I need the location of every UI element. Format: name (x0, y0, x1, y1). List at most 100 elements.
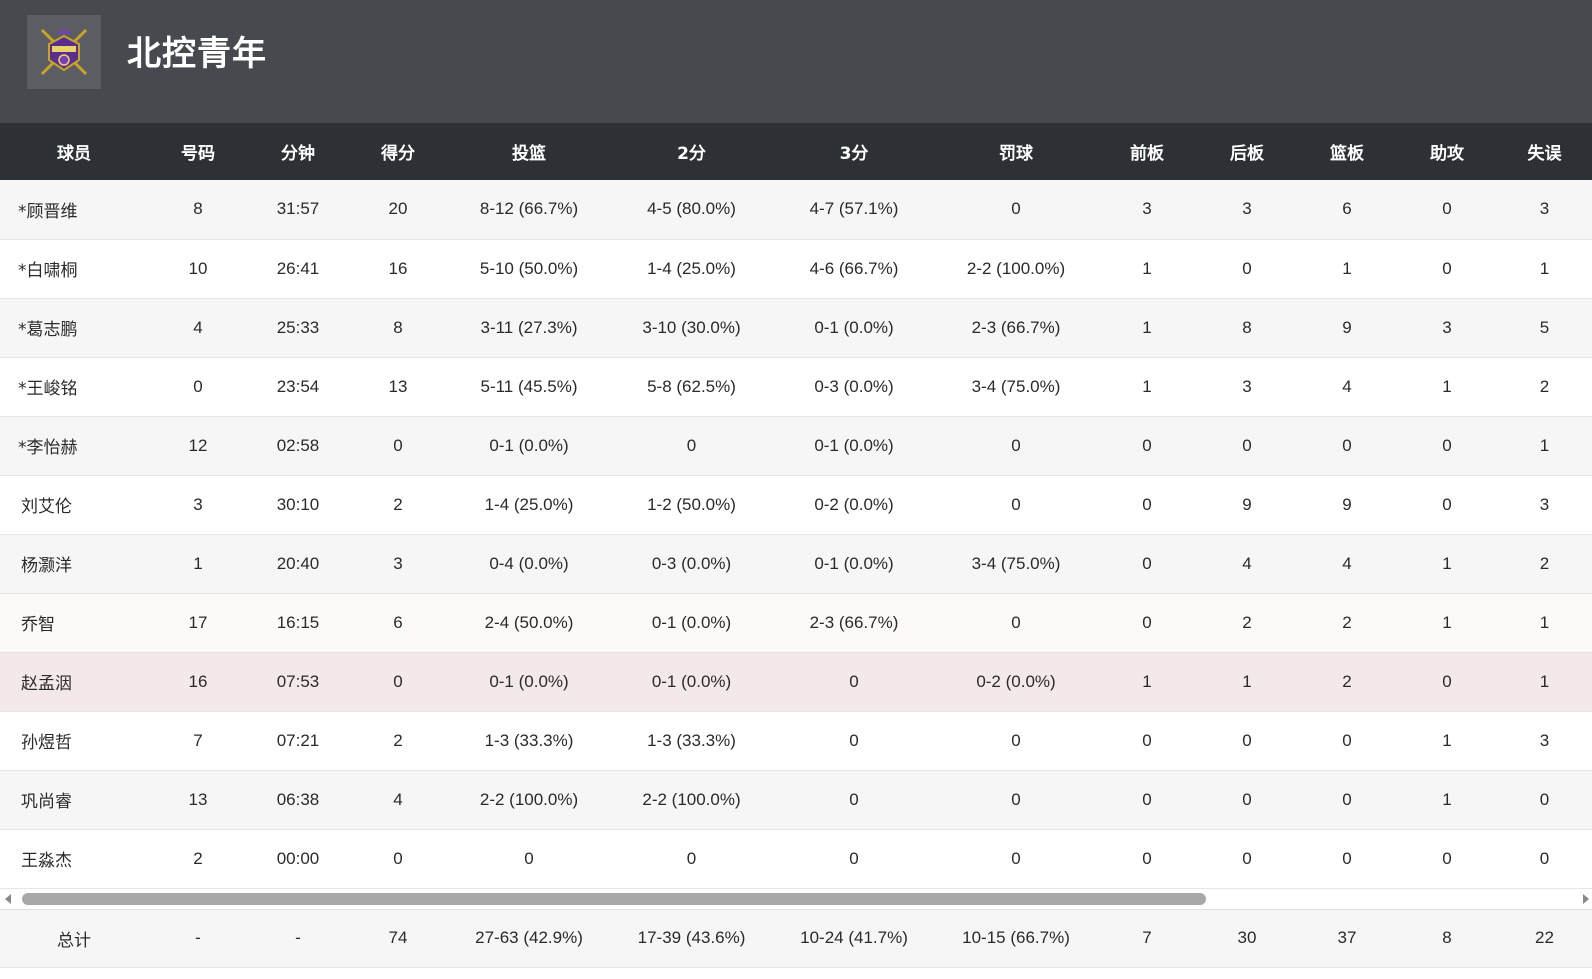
player-name[interactable]: *李怡赫 (18, 438, 78, 458)
table-row[interactable]: 杨灏洋 1 20:40 3 0-4 (0.0%) 0-3 (0.0%) 0-1 (0.0%)… (0, 534, 1592, 593)
column-header-three-pointers[interactable]: 3分 (839, 144, 869, 164)
player-name[interactable]: 孙煜哲 (21, 733, 72, 753)
table-row[interactable]: 王淼杰 2 00:00 0 0 0 0 0 0 0 0 0 0 (0, 829, 1592, 888)
player-two-pointers: 0 (686, 435, 697, 455)
player-points: 0 (393, 435, 403, 455)
player-field-goals: 8-12 (66.7%) (479, 199, 579, 219)
horizontal-scrollbar[interactable] (0, 888, 1592, 909)
table-row[interactable]: 乔智 17 16:15 6 2-4 (50.0%) 0-1 (0.0%) 2-3 (66.7… (0, 593, 1592, 652)
player-number: 2 (193, 848, 203, 868)
player-two-pointers: 0-1 (0.0%) (651, 612, 732, 632)
player-two-pointers: 5-8 (62.5%) (647, 376, 736, 396)
player-offensive-rebounds: 1 (1142, 258, 1152, 278)
player-offensive-rebounds: 0 (1142, 612, 1152, 632)
player-turnovers: 1 (1539, 435, 1550, 455)
player-name[interactable]: *白啸桐 (18, 261, 78, 281)
column-header-number[interactable]: 号码 (181, 144, 215, 164)
column-header-player[interactable]: 球员 (57, 144, 91, 164)
player-defensive-rebounds: 0 (1242, 435, 1252, 455)
column-header-two-pointers[interactable]: 2分 (677, 144, 706, 164)
player-defensive-rebounds: 8 (1242, 317, 1252, 337)
table-row[interactable]: *王峻铭 0 23:54 13 5-11 (45.5%) 5-8 (62.5%) 0-3 (… (0, 357, 1592, 416)
totals-points: 74 (388, 928, 408, 947)
player-name[interactable]: 赵孟洇 (21, 674, 72, 694)
column-header-free-throws[interactable]: 罚球 (999, 144, 1033, 164)
player-turnovers: 5 (1539, 317, 1550, 337)
totals-minutes: - (295, 928, 301, 947)
player-number: 4 (193, 317, 203, 337)
player-defensive-rebounds: 4 (1242, 553, 1252, 573)
player-turnovers: 1 (1539, 612, 1550, 632)
player-name[interactable]: *顾晋维 (18, 201, 78, 222)
player-points: 3 (393, 553, 403, 573)
table-row[interactable]: *葛志鹏 4 25:33 8 3-11 (27.3%) 3-10 (30.0%) 0-1 (… (0, 298, 1592, 357)
player-turnovers: 2 (1539, 376, 1550, 396)
column-header-minutes[interactable]: 分钟 (281, 144, 315, 164)
table-row[interactable]: *顾晋维 8 31:57 20 8-12 (66.7%) 4-5 (80.0%) 4-7 (… (0, 180, 1592, 239)
table-row[interactable]: 巩尚睿 13 06:38 4 2-2 (100.0%) 2-2 (100.0%) 0 0 0 0 0… (0, 770, 1592, 829)
player-name[interactable]: 乔智 (21, 615, 55, 635)
player-turnovers: 1 (1539, 258, 1550, 278)
totals-turnovers: 22 (1535, 928, 1554, 947)
column-header-rebounds[interactable]: 篮板 (1330, 144, 1364, 164)
totals-two-pointers: 17-39 (43.6%) (637, 928, 746, 947)
player-name[interactable]: 杨灏洋 (21, 556, 72, 576)
player-points: 13 (388, 376, 408, 396)
player-offensive-rebounds: 0 (1142, 553, 1152, 573)
table-row[interactable]: *白啸桐 10 26:41 16 5-10 (50.0%) 1-4 (25.0%) 4-6 … (0, 239, 1592, 298)
player-minutes: 02:58 (276, 435, 320, 455)
scroll-left-arrow-icon[interactable] (5, 893, 11, 904)
player-assists: 0 (1442, 199, 1452, 219)
player-rebounds: 0 (1342, 435, 1352, 455)
player-assists: 0 (1442, 671, 1452, 691)
player-defensive-rebounds: 9 (1242, 494, 1252, 514)
player-three-pointers: 0-2 (0.0%) (814, 494, 894, 514)
player-offensive-rebounds: 0 (1142, 494, 1152, 514)
player-rebounds: 6 (1342, 199, 1352, 219)
player-turnovers: 0 (1539, 848, 1550, 868)
column-header-field-goals[interactable]: 投篮 (512, 144, 546, 164)
player-minutes: 07:53 (276, 671, 320, 691)
player-turnovers: 2 (1539, 553, 1550, 573)
player-defensive-rebounds: 0 (1242, 848, 1252, 868)
table-header-row: 球员 号码 分钟 得分 投篮 2分 3分 罚球 前板 后板 篮板 助攻 失误 (0, 123, 1592, 180)
column-header-offensive-rebounds[interactable]: 前板 (1130, 144, 1164, 164)
player-minutes: 06:38 (276, 789, 320, 809)
column-header-turnovers[interactable]: 失误 (1527, 144, 1562, 164)
player-defensive-rebounds: 0 (1242, 789, 1252, 809)
player-rebounds: 0 (1342, 730, 1352, 750)
scrollbar-thumb[interactable] (22, 892, 1206, 905)
player-name[interactable]: 王淼杰 (21, 851, 72, 871)
table-row[interactable]: 孙煜哲 7 07:21 2 1-3 (33.3%) 1-3 (33.3%) 0 0 0 0 0 1 3 (0, 711, 1592, 770)
player-minutes: 16:15 (276, 612, 320, 632)
player-free-throws: 3-4 (75.0%) (971, 553, 1061, 573)
player-name[interactable]: 巩尚睿 (21, 792, 72, 812)
player-turnovers: 0 (1539, 789, 1550, 809)
table-row[interactable]: 赵孟洇 16 07:53 0 0-1 (0.0%) 0-1 (0.0%) 0 0-2 (0.0… (0, 652, 1592, 711)
column-header-points[interactable]: 得分 (381, 144, 415, 164)
column-header-defensive-rebounds[interactable]: 后板 (1230, 144, 1264, 164)
player-rebounds: 0 (1342, 789, 1352, 809)
player-name[interactable]: *葛志鹏 (18, 320, 78, 340)
player-two-pointers: 1-3 (33.3%) (647, 730, 736, 750)
player-number: 7 (193, 730, 203, 750)
player-rebounds: 2 (1342, 671, 1352, 691)
player-free-throws: 3-4 (75.0%) (971, 376, 1061, 396)
player-three-pointers: 2-3 (66.7%) (809, 612, 899, 632)
team-header: 北控青年 (0, 0, 1592, 123)
player-name[interactable]: *王峻铭 (18, 379, 78, 399)
player-two-pointers: 4-5 (80.0%) (647, 199, 736, 219)
column-header-assists[interactable]: 助攻 (1430, 144, 1464, 164)
player-free-throws: 2-3 (66.7%) (971, 317, 1061, 337)
table-row[interactable]: 刘艾伦 3 30:10 2 1-4 (25.0%) 1-2 (50.0%) 0-2 (0.0… (0, 475, 1592, 534)
player-minutes: 31:57 (276, 199, 320, 219)
player-field-goals: 0-1 (0.0%) (489, 671, 569, 691)
player-points: 4 (393, 789, 403, 809)
player-rebounds: 4 (1342, 553, 1352, 573)
player-name[interactable]: 刘艾伦 (21, 497, 72, 517)
totals-label: 总计 (57, 930, 91, 951)
scroll-right-arrow-icon[interactable] (1583, 893, 1589, 904)
player-turnovers: 3 (1539, 730, 1550, 750)
player-offensive-rebounds: 1 (1142, 671, 1152, 691)
table-row[interactable]: *李怡赫 12 02:58 0 0-1 (0.0%) 0 0-1 (0.0%) 0 0 0 0 0 1 (0, 416, 1592, 475)
